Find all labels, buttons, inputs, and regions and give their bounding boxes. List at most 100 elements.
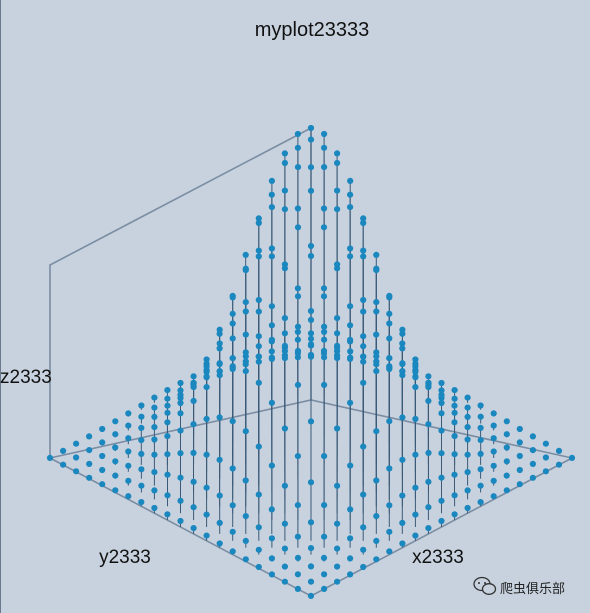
stem-marker [425, 421, 432, 428]
stem-marker [242, 265, 249, 272]
stem-marker [229, 294, 236, 301]
markers-group [46, 124, 576, 600]
stem-marker [373, 428, 380, 435]
stem-marker [112, 444, 119, 451]
stem-marker [294, 293, 302, 300]
stem-marker [347, 506, 354, 513]
stem-marker [229, 355, 236, 362]
stem-marker [529, 447, 537, 454]
stem-marker [477, 437, 484, 444]
stem-marker [399, 345, 406, 352]
stem-marker [399, 414, 406, 421]
stem-marker [242, 556, 249, 563]
stem-marker [360, 343, 367, 350]
stem-marker [216, 519, 223, 527]
stem-marker [334, 330, 341, 337]
stem-marker [294, 533, 301, 540]
stem-marker [438, 394, 445, 402]
stem-marker [177, 450, 184, 457]
stem-marker [307, 519, 315, 526]
stem-marker [477, 499, 484, 506]
stem-marker [529, 460, 537, 467]
stem-marker [268, 571, 275, 578]
stem-marker [321, 585, 328, 593]
stem-marker [242, 299, 249, 306]
stem-marker [216, 340, 223, 347]
stem-marker [451, 409, 458, 416]
stem-marker [334, 159, 341, 167]
stem-marker [307, 124, 315, 132]
stem-marker [320, 350, 328, 357]
stem-marker [307, 578, 315, 585]
stem-marker [255, 443, 262, 450]
stem-marker [216, 326, 223, 333]
stem-marker [281, 187, 288, 194]
stem-marker [125, 435, 132, 442]
stem-marker [373, 353, 380, 360]
stem-marker [281, 330, 288, 337]
stem-marker [568, 454, 576, 461]
stem-marker [255, 546, 262, 553]
stem-marker [281, 206, 288, 213]
stem-marker [425, 397, 432, 404]
stem-marker [151, 469, 158, 476]
stem-marker [386, 418, 393, 425]
stem-marker [321, 381, 328, 388]
stem-marker [438, 410, 445, 417]
stem-marker [281, 355, 288, 362]
stem-marker [386, 310, 393, 317]
stem-marker [229, 502, 236, 509]
stem-marker [255, 563, 262, 571]
stem-marker [321, 323, 328, 330]
stem-marker [242, 368, 249, 375]
stem-marker [151, 394, 158, 401]
stem-marker [373, 331, 380, 338]
stem-marker [268, 191, 275, 198]
stem-marker [268, 245, 275, 252]
stem-marker [125, 448, 132, 455]
stem-marker [294, 336, 301, 343]
stem-marker [490, 435, 497, 442]
stem-marker [255, 491, 262, 498]
stem-marker [334, 261, 341, 268]
stem-marker [164, 409, 171, 416]
stem-marker [451, 451, 458, 458]
stem-marker [320, 205, 328, 212]
stem-marker [229, 418, 236, 425]
stem-marker [177, 427, 184, 434]
stem-marker [399, 326, 406, 333]
stem-marker [503, 458, 510, 465]
stem-marker [373, 537, 380, 545]
stem-marker [490, 462, 497, 469]
stem-marker [373, 265, 380, 272]
stem-marker [99, 481, 106, 488]
stem-marker [255, 343, 262, 350]
stem-marker [125, 462, 132, 469]
stem-marker [229, 528, 236, 535]
stem-marker [138, 437, 145, 444]
stem-marker [360, 215, 367, 222]
stem-marker [321, 336, 328, 343]
stem-marker [112, 487, 119, 494]
stem-marker [477, 482, 484, 489]
stem-marker [477, 466, 484, 473]
stem-marker [412, 368, 419, 375]
stem-marker [320, 554, 328, 562]
stem-marker [490, 493, 497, 500]
stem-marker [242, 513, 249, 520]
stem-marker [334, 187, 341, 194]
stem-marker [438, 379, 445, 387]
stem-marker [125, 410, 132, 417]
stem-marker [307, 307, 315, 315]
stem-marker [281, 563, 288, 570]
stem-marker [190, 373, 197, 380]
stem-marker [86, 433, 93, 440]
stem-marker [347, 204, 354, 211]
stem-marker [268, 555, 275, 562]
stem-marker [490, 448, 497, 455]
stem-marker [255, 379, 262, 386]
stem-marker [99, 439, 106, 446]
stem-marker [229, 465, 236, 472]
stem-marker [177, 410, 184, 417]
stem-marker [255, 353, 262, 360]
